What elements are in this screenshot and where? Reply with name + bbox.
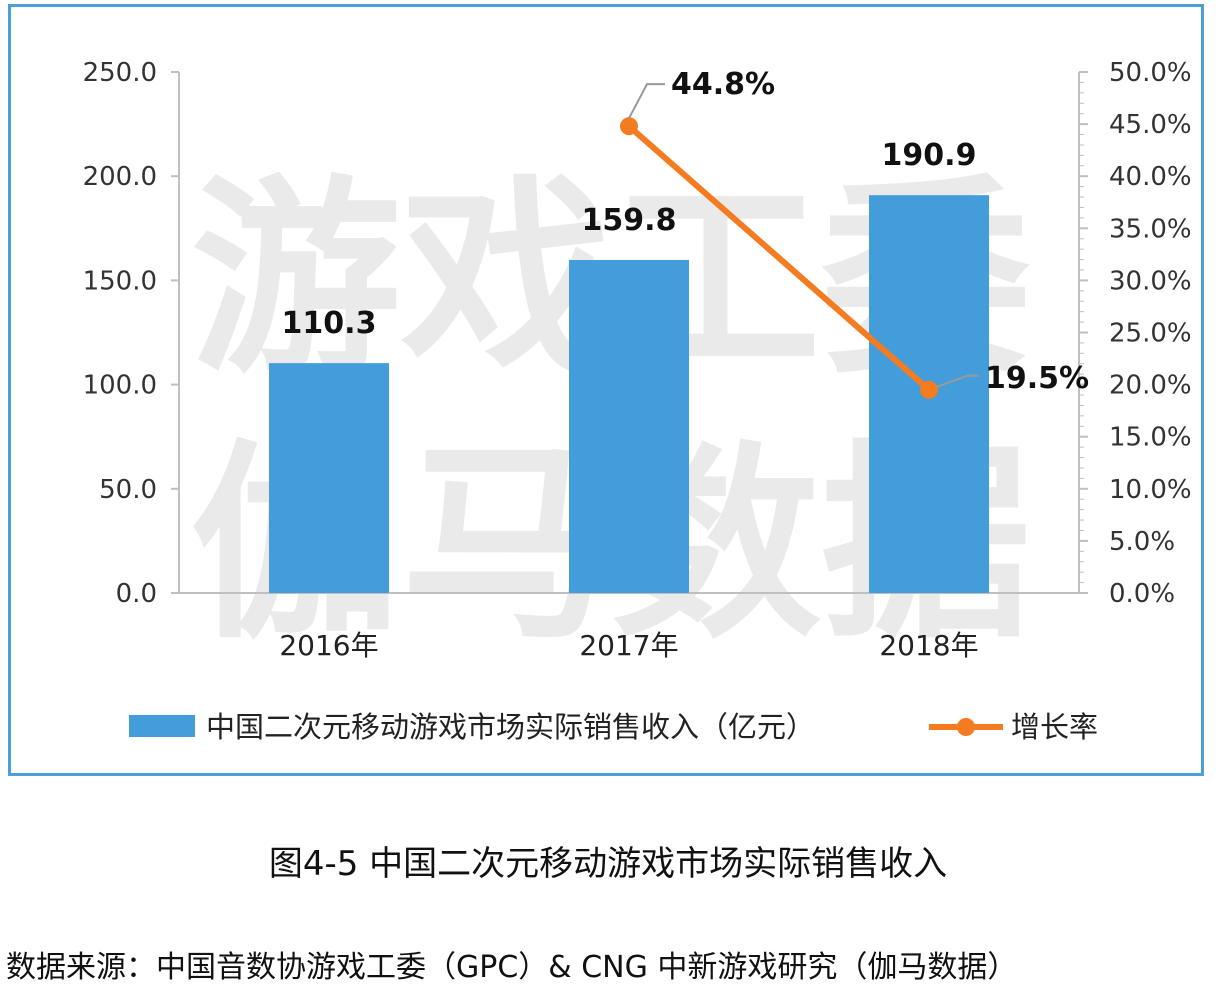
x-tick-label: 2017年 xyxy=(579,629,678,662)
right-tick-label: 45.0% xyxy=(1109,110,1192,140)
left-tick-label: 150.0 xyxy=(83,266,157,296)
figure-caption: 图4-5 中国二次元移动游戏市场实际销售收入 xyxy=(268,844,948,884)
legend-bar-swatch xyxy=(129,715,195,737)
bar-2017年 xyxy=(569,259,689,593)
chart-frame: 游戏工委伽马数据0.050.0100.0150.0200.0250.00.0%5… xyxy=(8,4,1204,776)
bar-value-label: 110.3 xyxy=(282,306,377,341)
right-tick-label: 40.0% xyxy=(1109,162,1192,192)
x-tick-label: 2018年 xyxy=(879,629,978,662)
right-tick-label: 35.0% xyxy=(1109,214,1192,244)
left-tick-label: 250.0 xyxy=(83,58,157,88)
growth-point-2018年 xyxy=(920,380,938,399)
bar-value-label: 159.8 xyxy=(582,203,677,238)
right-tick-label: 50.0% xyxy=(1109,58,1192,88)
growth-point-2017年 xyxy=(620,117,638,136)
x-tick-label: 2016年 xyxy=(279,629,378,662)
legend-line-label: 增长率 xyxy=(1011,710,1098,744)
source-note: 数据来源：中国音数协游戏工委（GPC）& CNG 中新游戏研究（伽马数据） xyxy=(6,950,1018,985)
right-tick-label: 20.0% xyxy=(1109,371,1192,401)
bar-2016年 xyxy=(269,363,389,593)
right-tick-label: 25.0% xyxy=(1109,319,1192,349)
left-tick-label: 200.0 xyxy=(83,162,157,192)
left-tick-label: 0.0 xyxy=(116,579,157,609)
legend-bar-label: 中国二次元移动游戏市场实际销售收入（亿元） xyxy=(206,710,815,744)
bar-value-label: 190.9 xyxy=(882,138,977,173)
growth-value-label: 44.8% xyxy=(671,67,775,102)
right-tick-label: 0.0% xyxy=(1109,579,1175,609)
growth-value-label: 19.5% xyxy=(985,361,1089,396)
right-tick-label: 30.0% xyxy=(1109,266,1192,296)
right-tick-label: 15.0% xyxy=(1109,423,1192,453)
left-tick-label: 100.0 xyxy=(83,371,157,401)
legend-line-marker xyxy=(957,718,975,736)
left-tick-label: 50.0 xyxy=(99,475,157,505)
right-tick-label: 10.0% xyxy=(1109,475,1192,505)
chart-svg: 游戏工委伽马数据0.050.0100.0150.0200.0250.00.0%5… xyxy=(83,58,1192,744)
right-tick-label: 5.0% xyxy=(1109,527,1175,557)
growth-rate-line xyxy=(627,123,931,393)
label-leader-line xyxy=(936,374,979,388)
label-leader-line xyxy=(628,83,665,119)
